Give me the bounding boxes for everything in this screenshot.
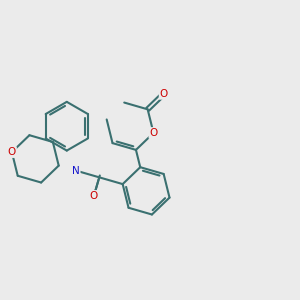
Text: O: O <box>8 147 16 157</box>
Text: O: O <box>90 191 98 201</box>
Text: N: N <box>72 166 80 176</box>
Text: O: O <box>149 128 158 138</box>
Text: O: O <box>160 89 168 99</box>
